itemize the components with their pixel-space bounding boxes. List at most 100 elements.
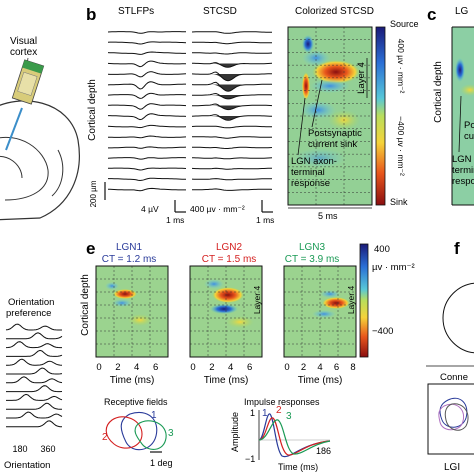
scale-bars-b: 200 µm 4 µV 1 ms 400 µv · mm⁻² 1 ms xyxy=(89,180,274,225)
rf-label-1: 1 xyxy=(151,410,157,421)
stcsd-title: STCSD xyxy=(203,6,237,17)
stcsd-trace xyxy=(191,157,273,160)
tuning-curve xyxy=(6,358,63,366)
ms-scale-label-1: 1 ms xyxy=(166,215,184,225)
lgn1-heatmap xyxy=(95,265,169,358)
brain-schematic: Visual cortex xyxy=(0,36,80,221)
stlfp-trace xyxy=(107,81,186,90)
orientation-tuning-curves xyxy=(5,323,63,428)
time-tick-label: 0 xyxy=(96,362,101,373)
tuning-curve xyxy=(6,411,63,419)
stcsd-trace xyxy=(191,114,272,121)
stcsd-sink-fill xyxy=(192,105,272,110)
receptive-fields: Receptive fields 1 2 3 1 deg xyxy=(102,397,174,468)
lgn3-name: LGN3 xyxy=(299,242,326,253)
impulse-xtick-end: 186 xyxy=(316,446,331,456)
impulse-label-3: 3 xyxy=(286,411,292,422)
layer4-label-b: Layer 4 xyxy=(356,62,367,94)
time-tick-label: 6 xyxy=(247,362,252,373)
colorbar-sink-label: Sink xyxy=(390,197,408,207)
impulse-curve-3 xyxy=(258,419,331,455)
stlfp-trace xyxy=(107,71,187,78)
colorbar-b: Source Sink 400 µv · mm⁻² −400 µv · mm⁻² xyxy=(375,19,419,207)
visual-cortex-label-2: cortex xyxy=(10,47,37,58)
time-tick-label: 8 xyxy=(350,362,355,373)
tuning-curve xyxy=(6,420,63,428)
colorbar-e-unit: µv · mm⁻² xyxy=(372,262,415,273)
tuning-curve xyxy=(6,376,63,384)
stlfp-traces xyxy=(107,31,187,192)
stlfp-title: STLFPs xyxy=(118,6,154,17)
electrode-probe xyxy=(11,59,45,105)
orientation-xlabel: Orientation xyxy=(4,460,50,471)
stcsd-sink-fill xyxy=(192,74,272,81)
colorbar-e-min: −400 xyxy=(372,326,393,337)
orientation-tick-360: 360 xyxy=(40,444,55,454)
time-tick-label: 6 xyxy=(334,362,339,373)
panel-c-title: LG xyxy=(455,6,469,17)
tuning-curve xyxy=(5,341,62,349)
stcsd-trace xyxy=(192,103,273,111)
panel-c-pointer xyxy=(458,95,462,153)
panel-f-circle xyxy=(442,282,474,354)
stcsd-trace xyxy=(191,136,273,139)
heatmap-grid xyxy=(284,266,356,357)
orientation-tick-180: 180 xyxy=(12,444,27,454)
impulse-curve-1 xyxy=(258,413,331,458)
tuning-curve xyxy=(6,332,63,340)
panel-letter-c: c xyxy=(427,5,436,24)
lgn-annotation-3: response xyxy=(291,178,330,189)
stlfp-trace xyxy=(107,31,186,34)
colorized-stcsd-title: Colorized STCSD xyxy=(295,6,374,17)
time-tick-label: 0 xyxy=(190,362,195,373)
panel-f-connections-label: Conne xyxy=(440,372,468,383)
sink-pointer xyxy=(311,79,323,128)
panel-letter-b: b xyxy=(86,5,96,24)
panel-e-ylabel: Cortical depth xyxy=(80,274,91,336)
impulse-label-1: 1 xyxy=(262,408,268,419)
tuning-curve xyxy=(6,367,63,375)
colorbar-max-label: 400 µv · mm⁻² xyxy=(396,39,406,94)
brain-curve xyxy=(51,149,64,197)
rf-title: Receptive fields xyxy=(104,397,168,407)
tuning-curve xyxy=(6,402,62,410)
lgn1-ct: CT = 1.2 ms xyxy=(102,254,157,265)
panel-f-rf-3 xyxy=(444,403,469,431)
time-tick-label: 0 xyxy=(284,362,289,373)
uv-scale-label: 4 µV xyxy=(141,204,159,214)
stcsd-trace xyxy=(192,92,273,100)
visual-cortex-label: Visual xyxy=(10,36,37,47)
stcsd-traces xyxy=(191,31,273,191)
panel-c-annot-1: Po xyxy=(464,120,474,131)
impulse-ylabel: Amplitude xyxy=(230,412,240,452)
heatmap-grid xyxy=(288,27,372,205)
orientation-title-2: preference xyxy=(6,308,51,319)
tuning-curve xyxy=(6,385,63,393)
rf-contour-2 xyxy=(105,416,143,449)
stlfp-trace xyxy=(108,167,187,171)
panel-f-rf-1 xyxy=(439,397,468,428)
colorbar-e-max: 400 xyxy=(374,244,390,255)
lgn1-header: LGN1 CT = 1.2 ms xyxy=(102,242,157,265)
stlfp-trace xyxy=(107,60,187,68)
stcsd-sink-fill xyxy=(192,63,272,68)
rf-scale-label: 1 deg xyxy=(150,458,173,468)
panel-c-annot-4: termina xyxy=(452,165,474,176)
stlfp-trace xyxy=(108,177,186,182)
time-tick-label: 2 xyxy=(115,362,120,373)
time-tick-label: 2 xyxy=(209,362,214,373)
rf-contour-3 xyxy=(134,420,167,450)
panel-letter-e: e xyxy=(86,239,95,258)
stlfp-trace xyxy=(107,187,186,192)
stlfp-trace xyxy=(107,135,187,139)
sink-annotation-1: Postsynaptic xyxy=(308,128,362,139)
lgn2-header: LGN2 CT = 1.5 ms xyxy=(202,242,257,265)
heatmap-grid xyxy=(190,266,262,357)
panel-letter-f: f xyxy=(454,239,460,258)
lgn2-xlabel: Time (ms) xyxy=(204,375,249,386)
panel-c-heatmap xyxy=(451,26,474,206)
heatmap-grid xyxy=(96,266,168,357)
stcsd-trace xyxy=(192,41,273,45)
